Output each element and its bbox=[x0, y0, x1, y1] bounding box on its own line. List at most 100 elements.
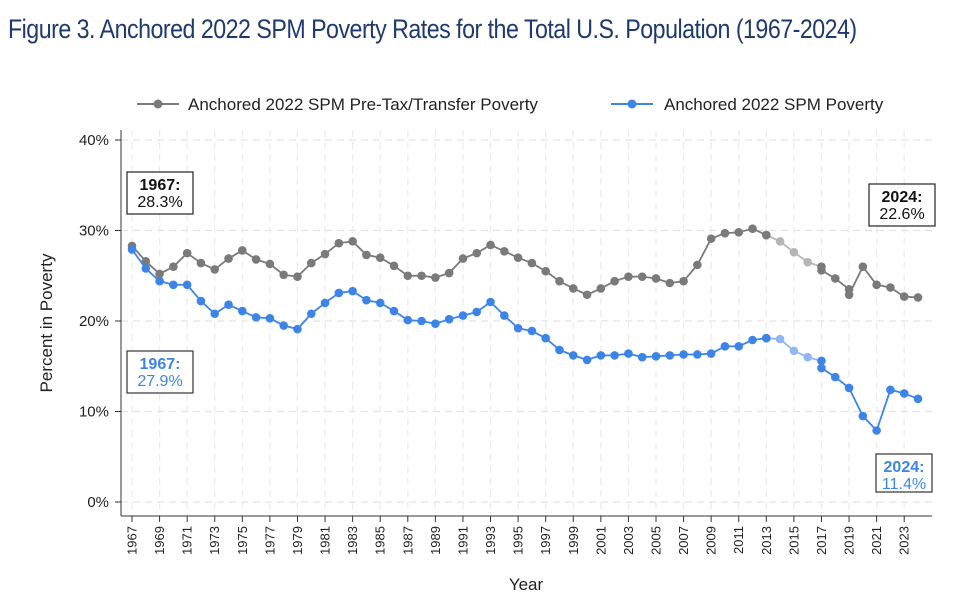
series-1-point bbox=[596, 351, 606, 360]
x-tick-label: 1993 bbox=[483, 526, 498, 555]
series-0-point bbox=[293, 272, 302, 281]
series-0-point bbox=[596, 284, 606, 293]
x-tick-label: 2021 bbox=[869, 526, 884, 555]
x-tick-label: 1983 bbox=[345, 526, 360, 555]
series-1-point bbox=[141, 264, 151, 273]
series-1 bbox=[127, 245, 923, 435]
legend-item-pretax: Anchored 2022 SPM Pre-Tax/Transfer Pover… bbox=[137, 95, 538, 114]
series-0-point bbox=[734, 228, 744, 237]
y-axis-title: Percent in Poverty bbox=[37, 253, 56, 392]
x-tick-label: 2011 bbox=[731, 526, 746, 554]
series-1-point bbox=[196, 296, 206, 306]
figure-title: Figure 3. Anchored 2022 SPM Poverty Rate… bbox=[8, 14, 857, 44]
series-1-point bbox=[817, 356, 826, 366]
x-tick-label: 2001 bbox=[593, 526, 608, 555]
legend-spm-marker bbox=[627, 99, 637, 109]
y-tick-label: 20% bbox=[79, 313, 109, 330]
series-0-point bbox=[500, 247, 509, 256]
series-0-point bbox=[182, 248, 192, 258]
annotation-series1-1967: 1967:27.9% bbox=[126, 350, 194, 394]
series-1-point bbox=[279, 321, 288, 330]
x-tick-label: 2007 bbox=[676, 526, 691, 555]
series-1-point bbox=[527, 326, 537, 336]
annotation-label: 1967: bbox=[140, 356, 181, 373]
y-tick-label: 0% bbox=[87, 494, 109, 511]
legend-item-spm: Anchored 2022 SPM Poverty bbox=[611, 95, 884, 114]
x-tick-label: 1979 bbox=[290, 526, 305, 555]
annotation-box bbox=[868, 183, 936, 227]
series-1-point bbox=[431, 319, 440, 329]
series-1-point bbox=[762, 333, 771, 343]
series-1-point bbox=[458, 311, 468, 320]
series-0-point bbox=[362, 250, 371, 260]
x-tick-label: 1985 bbox=[373, 526, 388, 555]
series-0-point bbox=[610, 276, 619, 286]
x-tick-label: 2003 bbox=[621, 526, 636, 555]
series-0-point bbox=[458, 254, 468, 263]
series-0-point bbox=[568, 284, 578, 293]
series-1-point bbox=[320, 298, 330, 308]
x-tick-label: 2009 bbox=[704, 526, 719, 555]
series-0-point bbox=[389, 261, 399, 271]
x-tick-label: 1991 bbox=[455, 526, 470, 555]
annotation-label: 1967: bbox=[140, 177, 181, 194]
series-0-point bbox=[555, 276, 564, 286]
annotation-series0-1967: 1967:28.3% bbox=[126, 171, 194, 215]
series-1-point bbox=[224, 300, 233, 310]
series-0-point bbox=[334, 238, 344, 248]
x-tick-label: 2017 bbox=[814, 526, 829, 555]
series-1-point bbox=[775, 334, 785, 344]
series-1-point bbox=[858, 411, 868, 421]
y-tick-label: 40% bbox=[79, 132, 109, 149]
series-0-point bbox=[403, 271, 413, 281]
series-1-segment bbox=[848, 387, 864, 417]
series-group bbox=[127, 224, 923, 435]
series-1-point bbox=[403, 315, 413, 325]
series-0-point bbox=[582, 290, 592, 300]
series-0 bbox=[127, 224, 923, 302]
series-1-point bbox=[375, 298, 385, 308]
series-0-point bbox=[417, 271, 426, 281]
series-0-point bbox=[803, 257, 812, 267]
series-1-point bbox=[500, 311, 509, 320]
series-0-point bbox=[720, 228, 730, 238]
x-axis-title: Year bbox=[509, 575, 544, 594]
series-1-point bbox=[265, 313, 275, 323]
series-1-point bbox=[830, 372, 840, 382]
series-0-point bbox=[444, 268, 454, 278]
series-1-point bbox=[651, 351, 661, 361]
annotations: 1967:28.3% 2024:22.6%1967:27.9%2024:11.4% bbox=[126, 171, 936, 493]
series-1-point bbox=[486, 297, 495, 307]
series-0-point bbox=[541, 266, 550, 276]
x-tick-label: 2019 bbox=[842, 526, 857, 555]
series-0-point bbox=[748, 224, 757, 233]
annotation-value: 27.9% bbox=[137, 373, 182, 390]
x-tick-label: 1969 bbox=[152, 526, 167, 555]
series-1-segment bbox=[875, 389, 892, 431]
series-0-point bbox=[665, 278, 675, 288]
series-0-point bbox=[155, 269, 164, 279]
series-1-point bbox=[541, 333, 550, 343]
annotation-label: 2024: bbox=[882, 189, 923, 206]
series-1-point bbox=[624, 349, 633, 358]
series-0-point bbox=[141, 256, 151, 266]
annotation-value: 28.3% bbox=[137, 194, 182, 211]
series-0-point bbox=[431, 273, 440, 282]
series-1-point bbox=[693, 350, 702, 359]
axes bbox=[120, 130, 932, 517]
series-1-point bbox=[472, 307, 482, 317]
series-1-point bbox=[610, 351, 619, 360]
gridlines bbox=[121, 130, 932, 516]
series-0-point bbox=[348, 237, 357, 246]
x-tick-label: 1999 bbox=[566, 526, 581, 555]
series-0-point bbox=[306, 258, 316, 268]
series-0-point bbox=[486, 240, 495, 250]
series-1-point bbox=[665, 351, 675, 360]
annotation-label: 2024: bbox=[884, 459, 925, 476]
series-0-point bbox=[251, 255, 261, 264]
x-tick-label: 1973 bbox=[207, 526, 222, 555]
series-1-point bbox=[251, 313, 261, 322]
x-tick-label: 1989 bbox=[428, 526, 443, 555]
series-0-point bbox=[789, 247, 799, 257]
series-1-point bbox=[127, 245, 137, 254]
